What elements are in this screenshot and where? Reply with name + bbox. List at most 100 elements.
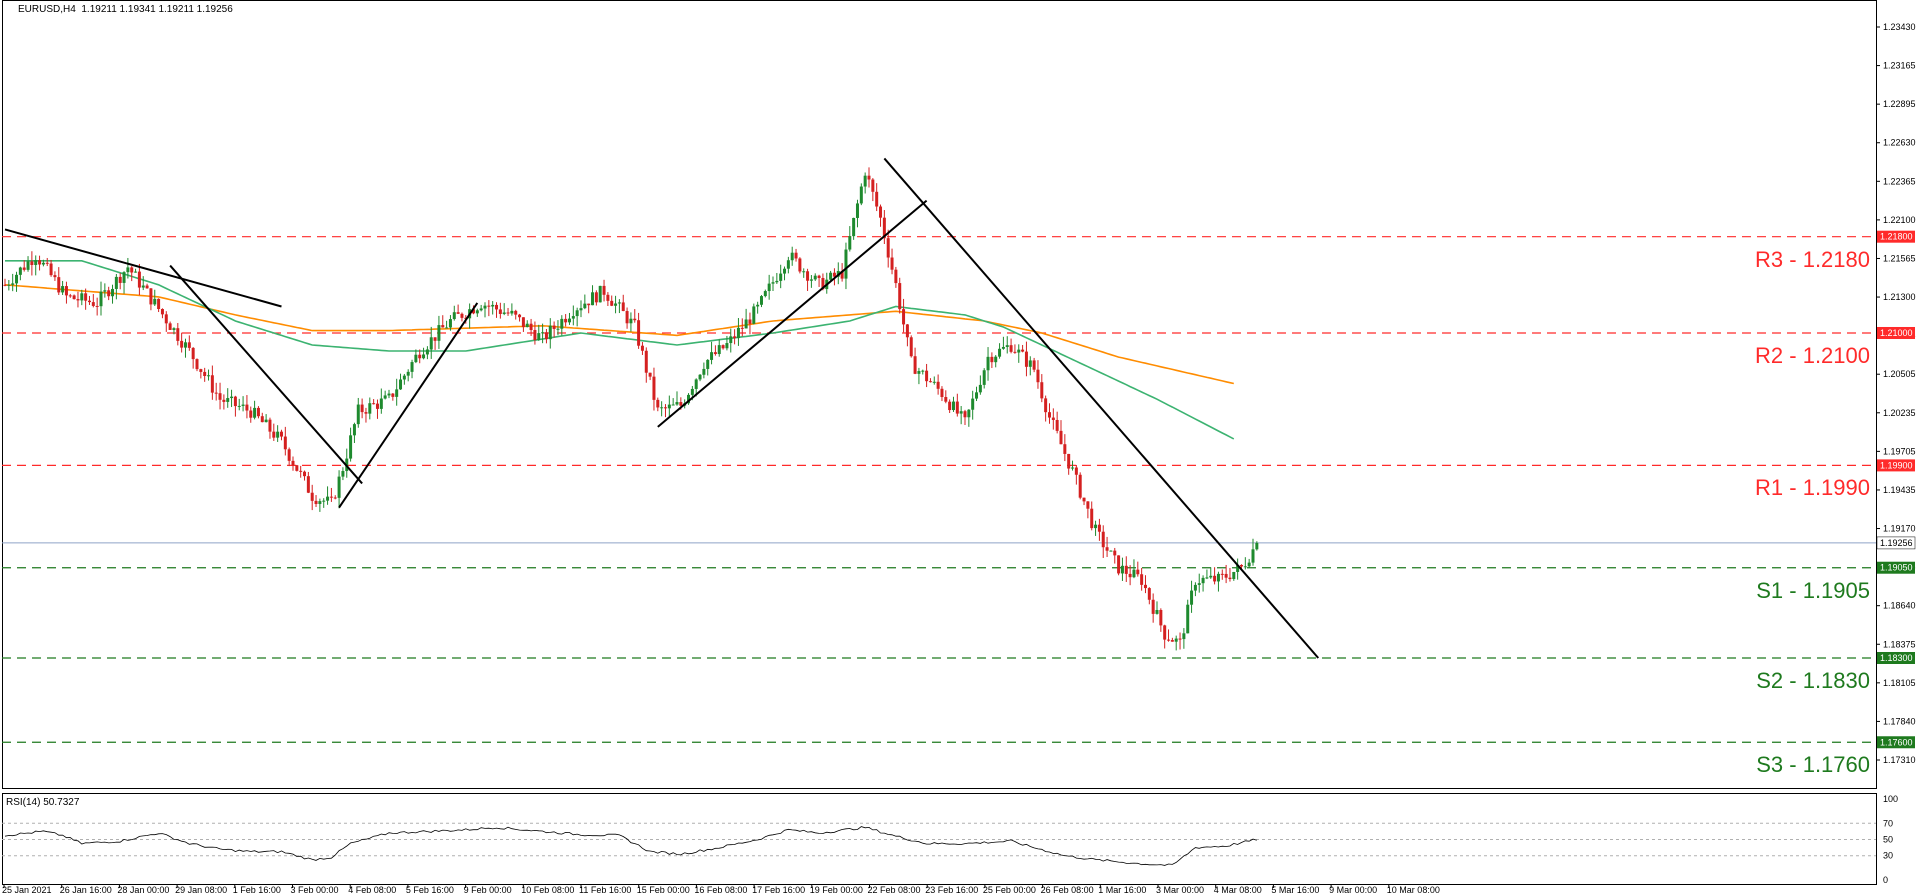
candle-body [191,347,195,360]
candle-body [1051,417,1055,420]
candle-body [840,271,844,279]
price-tick-label: 1.19705 [1883,446,1916,456]
candle-body [571,316,575,319]
current-price-tag [1876,536,1916,550]
level-price-tag [1877,230,1915,243]
candle-body [875,191,879,207]
candle-body [794,252,798,259]
candle-body [1090,508,1094,529]
candle-body [848,236,852,250]
price-tick-label: 1.18105 [1883,678,1916,688]
candle-body [441,325,445,328]
price-tick-label: 1.22630 [1883,138,1916,148]
candle-body [990,356,994,363]
price-tick-label: 1.20235 [1883,408,1916,418]
candle-body [364,412,368,414]
candle-body [767,283,771,292]
candle-body [30,261,34,266]
time-tick-label: 26 Jan 16:00 [60,885,112,895]
price-tick-label: 1.21565 [1883,253,1916,263]
candle-body [475,310,479,314]
candle-body [963,411,967,418]
candle-body [621,302,625,312]
candle-body [763,291,767,297]
candle-body [533,330,537,340]
candle-body [283,436,287,450]
candle-body [821,278,825,290]
level-label-resistance: R1 - 1.1990 [1755,475,1870,501]
time-tick-label: 25 Feb 00:00 [983,885,1036,895]
candle-body [1047,412,1051,418]
candle-body [583,303,587,309]
level-price-tag [1877,561,1915,574]
candle-body [91,302,95,306]
candle-body [356,404,360,425]
candle-body [1167,639,1171,641]
candle-body [1097,524,1101,532]
candle-body [1170,640,1174,642]
candle-body [548,325,552,340]
candle-body [126,267,130,273]
candle-body [245,404,249,411]
candle-body [771,282,775,284]
candle-body [399,379,403,390]
candle-body [249,410,253,418]
candle-body [498,309,502,314]
candle-body [1216,573,1220,582]
candle-body [57,277,61,293]
candle-body [591,292,595,306]
candle-body [180,340,184,348]
candle-body [663,407,667,409]
candle-body [107,290,111,297]
candle-body [291,460,295,466]
candle-body [1117,555,1121,574]
candle-body [306,476,310,493]
candle-body [1113,550,1117,556]
candle-body [909,337,913,357]
candle-body [111,288,115,297]
time-tick-label: 1 Feb 16:00 [233,885,281,895]
candle-body [602,285,606,295]
candle-body [487,305,491,307]
candle-body [1255,542,1259,550]
candle-body [675,402,679,405]
candle-body [406,371,410,376]
candle-body [913,356,917,374]
rsi-line [4,826,1257,866]
candle-body [272,431,276,438]
candle-body [537,333,541,340]
candle-body [713,352,717,355]
candle-body [1197,583,1201,585]
candle-body [333,497,337,499]
candle-body [579,308,583,311]
level-label-support: S3 - 1.1760 [1756,752,1870,778]
candle-body [940,388,944,398]
candle-body [80,293,84,301]
candle-body [1028,360,1032,367]
price-tick-label: 1.21300 [1883,292,1916,302]
candle-body [375,403,379,409]
price-tick-label: 1.19435 [1883,485,1916,495]
candle-body [15,274,19,284]
candle-body [433,337,437,341]
candle-body [310,492,314,501]
candle-body [740,327,744,329]
candle-body [68,295,72,297]
candle-body [1009,345,1013,352]
candle-body [341,471,345,477]
candle-body [717,345,721,355]
price-tick-label: 1.17840 [1883,716,1916,726]
time-tick-label: 1 Mar 16:00 [1098,885,1146,895]
candle-body [1005,345,1009,347]
time-tick-label: 10 Feb 08:00 [521,885,574,895]
candle-body [671,404,675,406]
candle-body [287,449,291,461]
level-label-support: S2 - 1.1830 [1756,667,1870,693]
candle-body [852,217,856,237]
rsi-label: RSI(14) 50.7327 [6,797,80,808]
time-tick-label: 3 Feb 00:00 [291,885,339,895]
candle-body [1143,584,1147,589]
candle-body [1213,575,1217,582]
candle-body [1128,573,1132,578]
